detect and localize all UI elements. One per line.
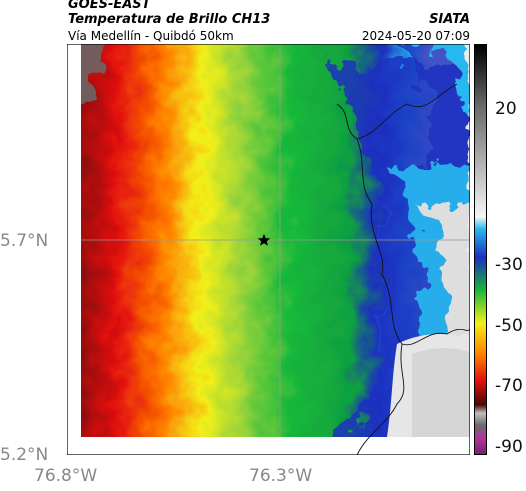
lat-tick-label: 5.2°N [0, 445, 49, 465]
lon-tick-label: 76.3°W [249, 466, 313, 486]
agency-label: SIATA [429, 12, 470, 27]
star-icon [257, 234, 271, 246]
colorbar-tick: -90 [495, 437, 523, 457]
colorbar-tick: -50 [495, 316, 523, 336]
source-title: GOES-EAST [68, 0, 151, 12]
product-title: Temperatura de Brillo CH13 [68, 12, 271, 27]
lon-tick-label: 76.8°W [34, 466, 98, 486]
region-subtitle: Vía Medellín - Quibdó 50km [68, 29, 234, 43]
temperature-field [67, 44, 470, 455]
colorbar-tick: -30 [495, 255, 523, 275]
brightness-temperature-map [67, 44, 470, 455]
datetime-label: 2024-05-20 07:09 [361, 29, 470, 43]
colorbar [474, 44, 487, 455]
lat-tick-label: 5.7°N [0, 231, 49, 251]
colorbar-tick: -70 [495, 376, 523, 396]
colorbar-tick: 20 [495, 99, 517, 119]
